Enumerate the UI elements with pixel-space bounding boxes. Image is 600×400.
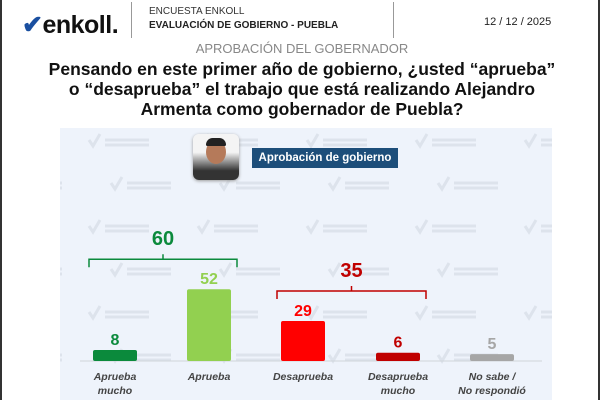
category-label: mucho	[381, 385, 416, 397]
watermark-mark	[523, 305, 552, 321]
data-label: 8	[111, 332, 120, 349]
section-title: APROBACIÓN DEL GOBERNADOR	[195, 41, 409, 56]
chart-title: Aprobación de gobierno	[252, 148, 398, 168]
watermark-mark	[87, 133, 149, 149]
bar	[187, 289, 231, 361]
watermark-mark	[305, 219, 367, 235]
survey-name: ENCUESTA ENKOLL	[149, 6, 245, 17]
watermark-mark	[305, 133, 367, 149]
group-total-label: 35	[340, 260, 362, 282]
watermark-mark	[218, 262, 280, 278]
watermark-mark	[87, 305, 149, 321]
enkoll-logo: ✔enkoll.	[22, 11, 119, 39]
group-total-label: 60	[152, 228, 174, 250]
category-label: Desaprueba	[273, 371, 333, 383]
data-label: 52	[200, 271, 218, 288]
watermark-mark	[327, 262, 389, 278]
watermark-mark	[305, 305, 367, 321]
category-label: Desaprueba	[368, 371, 428, 383]
watermark-mark	[523, 133, 552, 149]
watermark-mark	[196, 219, 258, 235]
data-label: 6	[394, 335, 403, 352]
question-text: Pensando en este primer año de gobierno,…	[48, 59, 556, 119]
divider	[393, 2, 394, 38]
governor-photo	[193, 134, 239, 180]
report-title: EVALUACIÓN DE GOBIERNO - PUEBLA	[149, 20, 339, 31]
category-label: No respondió	[458, 385, 526, 397]
category-label: Aprueba	[93, 371, 137, 383]
data-label: 5	[488, 336, 497, 353]
divider	[131, 2, 132, 38]
bar	[470, 354, 514, 361]
group-bracket	[276, 285, 427, 299]
bar	[376, 352, 420, 361]
report-date: 12 / 12 / 2025	[484, 16, 552, 28]
watermark-mark	[436, 262, 498, 278]
watermark-mark	[327, 176, 389, 192]
watermark-mark	[109, 262, 171, 278]
watermark-mark	[436, 176, 498, 192]
watermark-mark	[218, 176, 280, 192]
data-label: 29	[294, 303, 312, 320]
watermark-mark	[523, 219, 552, 235]
watermark-mark	[109, 176, 171, 192]
category-label: mucho	[98, 385, 133, 397]
watermark-mark	[414, 219, 476, 235]
watermark-mark	[87, 219, 149, 235]
bar	[93, 349, 137, 361]
group-bracket	[88, 254, 238, 268]
category-label: No sabe /	[469, 371, 517, 383]
category-label: Aprueba	[187, 371, 231, 383]
watermark-mark	[414, 133, 476, 149]
watermark-mark	[414, 305, 476, 321]
bar	[281, 320, 325, 361]
